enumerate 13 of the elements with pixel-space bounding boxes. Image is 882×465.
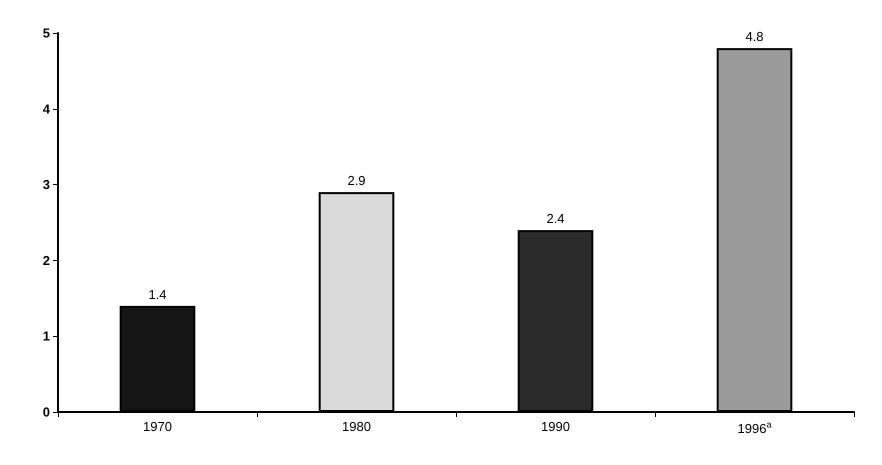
y-tick-label: 5 bbox=[42, 26, 50, 40]
data-label: 1.4 bbox=[148, 286, 167, 302]
y-tick-label: 4 bbox=[42, 101, 51, 116]
y-tick-label: 0 bbox=[42, 404, 50, 420]
x-tick-label: 1990 bbox=[541, 419, 570, 434]
x-tick-label: 1980 bbox=[342, 419, 371, 434]
x-tick-label: 1970 bbox=[143, 419, 172, 434]
data-label: 4.8 bbox=[745, 29, 764, 44]
data-label: 2.9 bbox=[347, 173, 366, 188]
y-tick-label: 2 bbox=[42, 252, 50, 268]
y-tick-label: 3 bbox=[42, 177, 50, 192]
data-label: 2.4 bbox=[546, 211, 565, 226]
y-tick-label: 1 bbox=[42, 328, 50, 344]
